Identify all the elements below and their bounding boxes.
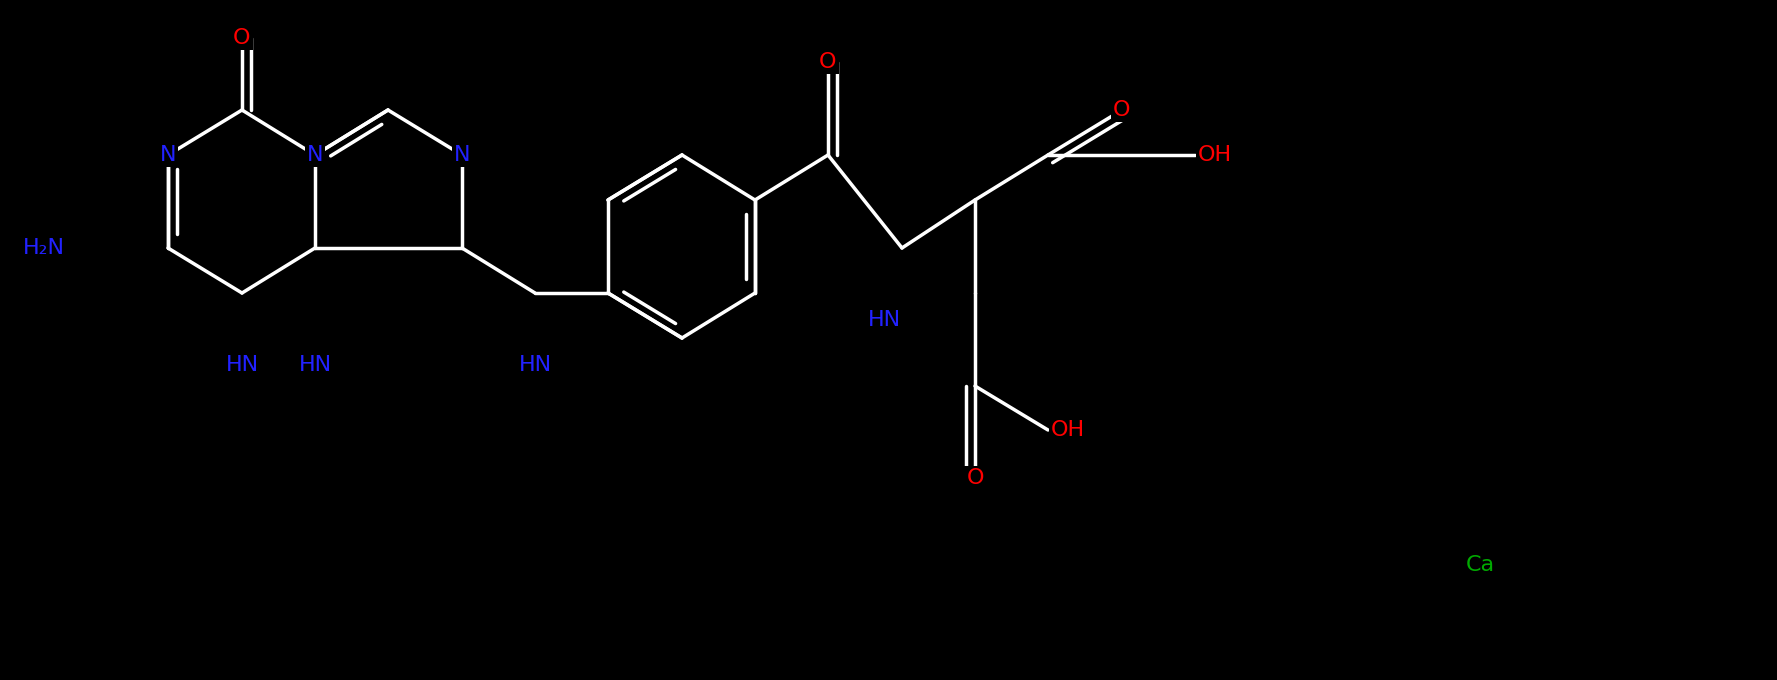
- Text: HN: HN: [226, 355, 259, 375]
- Text: N: N: [307, 145, 323, 165]
- Text: Ca: Ca: [1466, 555, 1494, 575]
- Text: O: O: [1112, 100, 1130, 120]
- Text: N: N: [453, 145, 471, 165]
- Text: H₂N: H₂N: [23, 238, 66, 258]
- Text: HN: HN: [519, 355, 551, 375]
- Text: O: O: [819, 52, 837, 72]
- Text: OH: OH: [1198, 145, 1231, 165]
- Text: N: N: [160, 145, 176, 165]
- Text: HN: HN: [299, 355, 332, 375]
- Text: O: O: [967, 468, 984, 488]
- Text: HN: HN: [867, 310, 901, 330]
- Text: OH: OH: [1050, 420, 1086, 440]
- Text: O: O: [233, 28, 251, 48]
